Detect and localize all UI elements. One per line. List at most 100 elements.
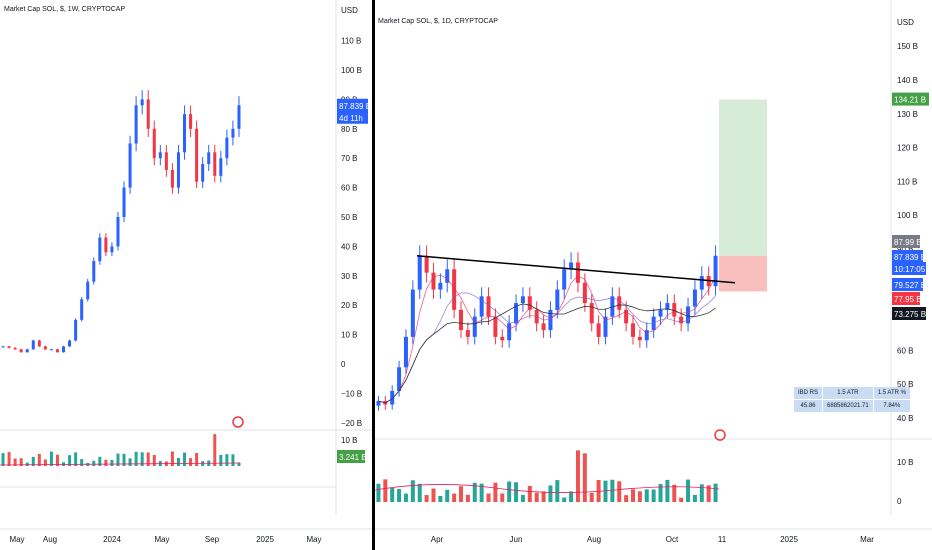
- left-candle: [92, 261, 96, 282]
- left-y-tick-label: 40 B: [341, 242, 357, 251]
- left-volume-bar: [189, 458, 193, 466]
- right-candle: [459, 309, 463, 331]
- table-header-atr-pct: 1.5 ATR %: [873, 387, 910, 399]
- left-volume-bar: [31, 456, 35, 466]
- right-candle: [403, 336, 408, 368]
- left-volume-bar: [68, 455, 72, 466]
- right-volume-bar: [507, 481, 512, 502]
- right-candle: [486, 296, 491, 317]
- right-x-tick-label: Oct: [666, 535, 679, 544]
- left-volume-badge: 3.241 B: [339, 453, 367, 462]
- right-candle: [555, 289, 560, 310]
- right-countdown-badge: 10:17:05: [894, 265, 926, 274]
- right-candle: [479, 296, 484, 317]
- right-candle: [624, 309, 629, 324]
- left-candle: [146, 99, 150, 129]
- right-volume-bar: [383, 479, 388, 502]
- right-candle: [569, 262, 574, 270]
- right-entry-badge: 87.99 B: [894, 238, 922, 247]
- left-y-tick-label: 20 B: [341, 301, 357, 310]
- right-candle: [472, 316, 477, 337]
- left-volume-bar: [116, 453, 120, 466]
- right-volume-bar: [651, 489, 656, 502]
- left-chart-pane[interactable]: Market Cap SOL, $, 1W, CRYPTOCAP USD 110 …: [0, 0, 372, 550]
- right-volume-zero-label: 0: [897, 497, 902, 506]
- left-candle: [237, 105, 241, 129]
- right-volume-bar: [410, 480, 415, 502]
- left-candle: [152, 128, 156, 159]
- left-candle: [86, 281, 90, 300]
- left-volume-bar: [219, 454, 223, 466]
- right-volume-bar: [438, 495, 443, 502]
- right-volume-bar: [686, 479, 691, 502]
- right-candle: [465, 330, 470, 337]
- left-countdown-badge-bg: [337, 110, 368, 124]
- pane-divider[interactable]: [372, 0, 375, 550]
- right-x-tick-label: 2025: [780, 535, 798, 544]
- right-y-tick-label: 60 B: [897, 346, 913, 355]
- left-candle: [140, 99, 144, 106]
- left-candle: [68, 340, 72, 347]
- left-volume-bar: [49, 451, 53, 466]
- right-countdown-badge-bg: [892, 262, 926, 275]
- left-candle: [55, 349, 59, 353]
- right-candle: [514, 303, 519, 324]
- right-candle: [582, 282, 587, 304]
- left-candle: [201, 164, 205, 182]
- right-volume-bar: [713, 483, 718, 502]
- right-candle: [637, 336, 642, 341]
- left-volume-badge-bg: [337, 450, 365, 463]
- left-volume-bar: [13, 458, 17, 466]
- right-chart-pane[interactable]: Market Cap SOL, $, 1D, CRYPTOCAP USD 150 …: [375, 0, 932, 550]
- right-x-tick-label: Mar: [860, 535, 874, 544]
- left-volume-ma-line: [0, 462, 241, 466]
- right-candle: [507, 323, 512, 341]
- left-candle: [19, 349, 23, 353]
- right-volume-bar: [465, 494, 470, 502]
- right-volume-bar: [472, 482, 477, 502]
- right-y-tick-label: 40 B: [897, 414, 913, 423]
- right-y-tick-label: 110 B: [897, 177, 917, 186]
- right-price-badge: 87.839 B: [894, 253, 926, 262]
- left-candle: [122, 187, 126, 217]
- left-candle: [219, 158, 223, 176]
- right-candle: [692, 289, 697, 307]
- right-volume-bar: [486, 493, 491, 502]
- right-volume-bar: [569, 491, 574, 502]
- right-candle: [527, 296, 532, 310]
- left-x-tick-label: 2025: [256, 535, 274, 544]
- left-x-tick-label: Aug: [43, 535, 57, 544]
- right-candle: [397, 367, 402, 391]
- right-candle: [500, 336, 505, 341]
- right-candle: [431, 272, 436, 290]
- left-volume-bar: [213, 434, 217, 466]
- left-candle: [104, 237, 108, 253]
- left-y-tick-label: 50 B: [341, 213, 357, 222]
- right-candle: [410, 289, 415, 337]
- left-y-tick-label: 10 B: [341, 331, 357, 340]
- right-volume-ma-line: [375, 484, 720, 493]
- left-candle: [225, 137, 229, 159]
- right-ma-fast-line: [378, 274, 716, 404]
- left-earnings-icon: [232, 416, 244, 428]
- right-volume-bar: [548, 485, 553, 502]
- right-y-tick-label: 130 B: [897, 110, 918, 119]
- left-volume-bar: [176, 457, 180, 466]
- left-candle: [43, 346, 47, 350]
- right-volume-bar: [417, 483, 422, 502]
- left-price-badge: 87.839 B: [339, 102, 371, 111]
- right-volume-bar: [631, 489, 635, 502]
- right-volume-bar: [637, 491, 642, 502]
- left-candle: [25, 349, 29, 353]
- right-candle: [424, 255, 429, 273]
- right-y-tick-label: 150 B: [897, 42, 918, 51]
- right-candle: [520, 296, 525, 304]
- left-x-tick-label: May: [154, 535, 169, 544]
- right-y-tick-label: 90 B: [897, 245, 913, 254]
- right-volume-bar: [575, 450, 580, 502]
- left-volume-bar: [195, 453, 199, 466]
- right-volume-bar: [679, 497, 684, 502]
- right-volume-bar: [617, 481, 622, 502]
